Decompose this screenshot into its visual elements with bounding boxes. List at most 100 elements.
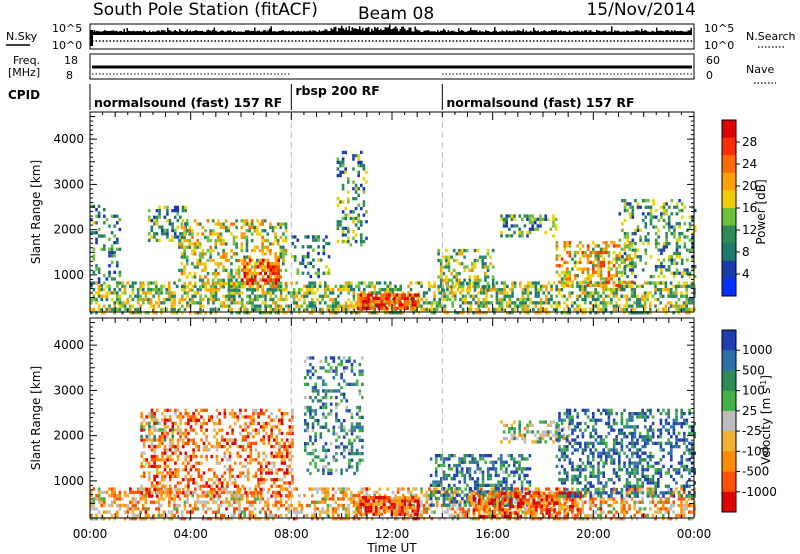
velocity-cell xyxy=(204,517,207,521)
power-cell xyxy=(352,297,356,302)
velocity-cell xyxy=(321,517,324,521)
power-cell xyxy=(325,241,328,246)
power-cell xyxy=(599,277,603,281)
power-cell xyxy=(357,193,360,197)
power-cell xyxy=(638,297,642,302)
power-cell xyxy=(685,311,688,315)
power-cell xyxy=(354,183,358,188)
power-cell xyxy=(576,297,579,302)
power-cell xyxy=(654,208,658,213)
velocity-cell xyxy=(176,458,180,462)
nsky-bar xyxy=(413,31,415,35)
velocity-cell xyxy=(175,503,179,508)
power-cell xyxy=(227,225,231,230)
power-cell xyxy=(253,304,257,308)
nsky-bar xyxy=(137,31,139,35)
power-cell xyxy=(92,297,96,302)
power-cell xyxy=(539,304,543,308)
power-cell xyxy=(250,258,254,263)
velocity-data-cells xyxy=(90,356,696,521)
power-cell xyxy=(350,311,353,315)
power-cell xyxy=(103,234,106,238)
velocity-cell xyxy=(407,503,410,508)
nsky-bar xyxy=(93,30,95,35)
velocity-cell xyxy=(161,438,164,442)
power-cell xyxy=(168,294,171,298)
power-cell xyxy=(344,311,348,315)
power-cell xyxy=(491,278,495,282)
velocity-cell xyxy=(667,507,670,511)
velocity-cell xyxy=(656,510,660,514)
velocity-cell xyxy=(305,503,309,508)
power-cell xyxy=(230,297,233,302)
power-cell xyxy=(303,307,306,312)
power-cell xyxy=(214,239,218,243)
velocity-cell xyxy=(311,494,314,498)
nsky-bar xyxy=(485,30,487,35)
power-cell xyxy=(217,288,220,292)
power-cell xyxy=(284,252,288,256)
velocity-cell xyxy=(565,517,569,521)
velocity-cell xyxy=(179,491,182,495)
power-cell xyxy=(669,294,673,298)
velocity-cell xyxy=(355,494,358,498)
power-cell xyxy=(90,283,93,288)
power-cell xyxy=(342,288,345,292)
power-cell xyxy=(298,304,301,308)
power-cell xyxy=(508,297,512,302)
power-cell xyxy=(326,284,330,288)
velocity-cell xyxy=(162,513,166,518)
power-cell xyxy=(204,268,207,272)
power-cell xyxy=(199,294,202,298)
power-cell xyxy=(678,235,681,239)
velocity-cell xyxy=(126,510,129,514)
velocity-cell xyxy=(409,513,413,518)
power-cell xyxy=(105,277,109,281)
power-cell xyxy=(659,281,662,285)
velocity-cell xyxy=(222,500,226,504)
velocity-cell xyxy=(160,513,163,518)
velocity-cell xyxy=(168,468,172,472)
velocity-cell xyxy=(189,491,193,495)
velocity-cell xyxy=(155,438,159,442)
velocity-cell xyxy=(230,490,233,494)
velocity-cell xyxy=(594,497,597,501)
power-cell xyxy=(250,222,254,226)
power-cell xyxy=(245,222,249,226)
nsky-bar xyxy=(521,31,523,35)
power-cell xyxy=(312,235,315,239)
nsky-bar xyxy=(468,30,470,35)
velocity-cell xyxy=(409,494,413,498)
power-cell xyxy=(573,274,577,278)
power-cell xyxy=(166,205,169,209)
velocity-cell xyxy=(95,507,98,511)
velocity-cell xyxy=(565,497,569,501)
velocity-cell xyxy=(630,497,634,501)
velocity-cell xyxy=(495,517,499,521)
power-cell xyxy=(589,311,592,315)
velocity-cell xyxy=(176,425,180,429)
power-cell xyxy=(251,278,254,282)
power-cell xyxy=(560,277,564,281)
nsky-bar xyxy=(630,31,632,35)
power-cell xyxy=(513,304,517,308)
power-cell xyxy=(158,205,161,209)
power-cell xyxy=(393,296,396,300)
velocity-cell xyxy=(166,458,169,462)
velocity-cell xyxy=(166,408,169,412)
velocity-cell xyxy=(153,412,156,416)
velocity-cell xyxy=(264,517,267,521)
nsky-bar xyxy=(290,31,292,35)
velocity-cell xyxy=(357,494,361,498)
velocity-cell xyxy=(95,497,98,501)
power-cell xyxy=(248,301,252,305)
velocity-cell xyxy=(313,513,317,518)
nsky-bar xyxy=(398,31,400,35)
velocity-cell xyxy=(136,507,140,511)
velocity-cell xyxy=(680,497,683,501)
power-cell xyxy=(285,294,288,298)
power-cell xyxy=(539,307,543,312)
power-cell xyxy=(116,264,119,268)
power-cell xyxy=(686,248,689,252)
velocity-cell xyxy=(166,454,169,459)
